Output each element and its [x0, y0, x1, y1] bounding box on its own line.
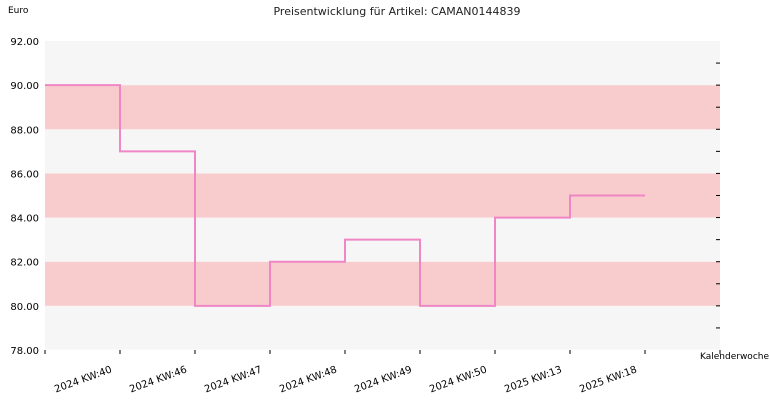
x-tick-label: 2025 KW:18 — [578, 364, 638, 395]
x-tick-label: 2024 KW:49 — [353, 364, 413, 395]
background-band — [45, 85, 720, 130]
x-tick-label: 2024 KW:50 — [428, 364, 488, 395]
y-axis-title: Euro — [8, 6, 29, 16]
chart-title: Preisentwicklung für Artikel: CAMAN01448… — [273, 5, 520, 18]
y-tick-label: 92.00 — [10, 37, 39, 48]
x-axis-title: Kalenderwoche — [700, 352, 769, 362]
x-tick-label: 2024 KW:47 — [203, 364, 263, 395]
price-series-line — [45, 84, 645, 307]
y-tick-label: 80.00 — [10, 302, 39, 313]
y-tick-label: 78.00 — [10, 346, 39, 357]
y-axis: 78.00 80.00 82.00 84.00 86.00 88.00 90.00 92.00 — [10, 37, 720, 357]
x-axis: 2024 KW:40 2024 KW:46 2024 KW:47 2024 KW:48… — [44, 349, 721, 395]
y-tick-label: 90.00 — [10, 81, 39, 92]
series-group — [45, 84, 645, 307]
background-band — [45, 305, 720, 350]
background-band — [45, 41, 720, 86]
x-tick-label: 2025 KW:13 — [503, 364, 563, 395]
y-tick-label: 88.00 — [10, 125, 39, 136]
y-tick-label: 84.00 — [10, 214, 39, 225]
x-tick-label: 2024 KW:46 — [128, 364, 188, 395]
y-tick-label: 82.00 — [10, 258, 39, 269]
background-band — [45, 261, 720, 306]
y-tick-label: 86.00 — [10, 169, 39, 180]
x-tick-label: 2024 KW:48 — [278, 364, 338, 395]
x-tick-label: 2024 KW:40 — [53, 364, 113, 395]
